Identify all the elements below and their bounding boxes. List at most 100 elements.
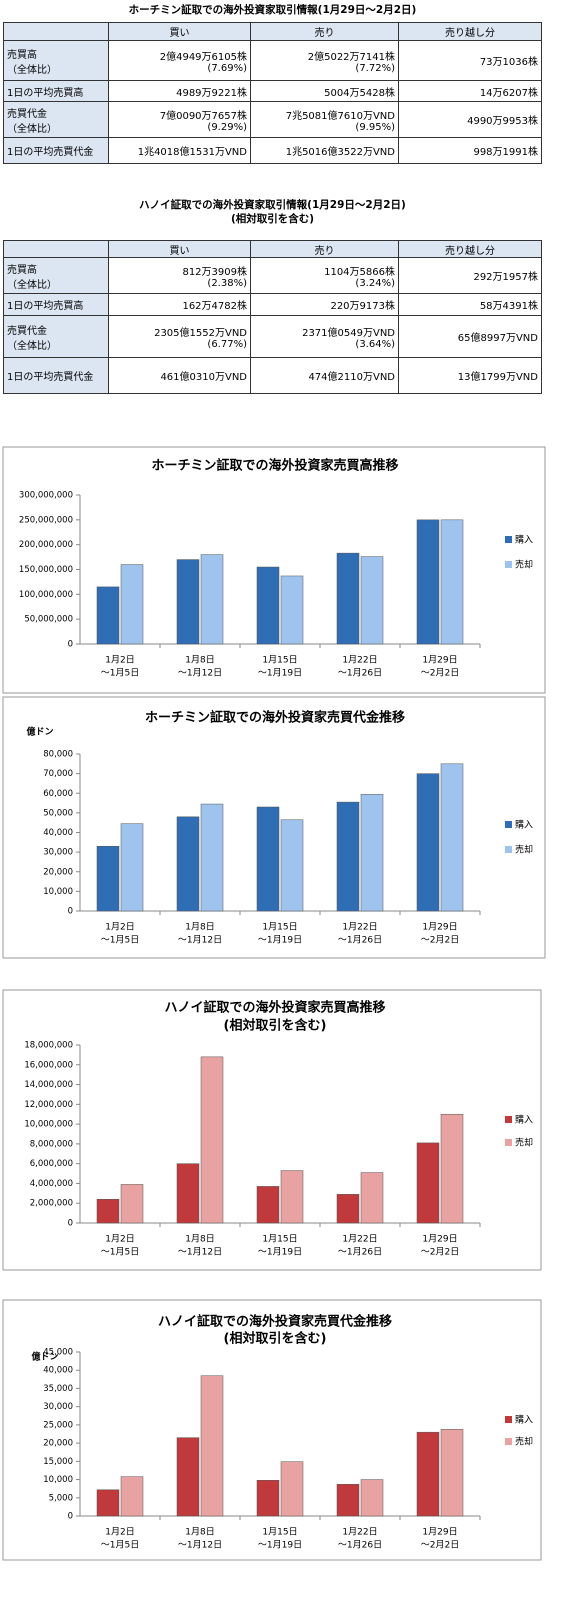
x-tick-label: 〜1月26日 — [338, 668, 382, 679]
x-tick-label: 1月29日 — [422, 1527, 457, 1538]
cell-line: (9.29%) — [207, 121, 247, 133]
bar — [96, 1199, 120, 1224]
x-tick-label: 1月2日 — [105, 1234, 134, 1245]
bar — [280, 1461, 304, 1517]
cell-line: 7億0090万7657株 — [159, 110, 247, 122]
table-cell: 7億0090万7657株 (9.29%) — [108, 101, 251, 138]
table-cell: 1104万5866株 (3.24%) — [250, 257, 399, 294]
bar — [120, 1184, 144, 1224]
legend-label: 購入 — [515, 1114, 533, 1126]
table-cell: 2億4949万6105株 (7.69%) — [108, 40, 251, 81]
x-tick-label: 〜1月12日 — [178, 668, 222, 679]
bar — [200, 1375, 224, 1517]
row-label: 売買代金 （全体比） — [3, 101, 109, 138]
chart-subtitle: (相対取引を含む) — [224, 1331, 327, 1347]
header-cell: 買い — [108, 240, 251, 258]
data-table: 買い 売り 売り越し分 売買高 （全体比） 812万3909株 (2.38%) 1104万58… — [3, 240, 542, 394]
table-row: 売買代金 （全体比） 7億0090万7657株 (9.29%) 7兆5081億7610万… — [3, 101, 542, 138]
y-tick-label: 8,000,000 — [30, 1139, 73, 1149]
bar — [120, 823, 144, 912]
bar — [176, 1163, 200, 1224]
legend-label: 売却 — [515, 559, 533, 571]
table-row: 1日の平均売買代金 1兆4018億1531万VND 1兆5016億3522万VND 9… — [3, 137, 542, 164]
x-tick-label: 1月8日 — [185, 1234, 214, 1245]
header-row: 買い 売り 売り越し分 — [3, 22, 542, 41]
row-label-line: 売買高 — [7, 264, 37, 276]
y-tick-label: 25,000 — [43, 1420, 73, 1430]
table-row: 1日の平均売買高 162万4782株 220万9173株 58万4391株 — [3, 293, 542, 316]
cell-line: 162万4782株 — [182, 301, 247, 312]
row-label-line: 1日の平均売買代金 — [7, 372, 94, 383]
chart-title: ホーチミン証取での海外投資家売買代金推移 — [145, 710, 405, 726]
y-tick-label: 0 — [68, 640, 73, 650]
cell-line: 2305億1552万VND — [154, 327, 247, 339]
chart-title: ハノイ証取での海外投資家売買高推移 — [164, 1000, 385, 1016]
legend-swatch — [505, 1416, 512, 1423]
bar — [200, 554, 224, 645]
x-tick-label: 〜1月5日 — [101, 1247, 139, 1258]
header-cell: 売り越し分 — [398, 22, 542, 41]
row-label-line: 売買代金 — [7, 325, 47, 337]
table-cell: 292万1957株 — [398, 257, 542, 294]
bar — [440, 763, 464, 912]
cell-line: 73万1036株 — [479, 57, 538, 68]
bar — [256, 1186, 280, 1224]
y-tick-label: 30,000 — [43, 1402, 73, 1412]
bar — [96, 586, 120, 645]
table-title: ホーチミン証取での海外投資家取引情報(1月29日〜2月2日) — [128, 4, 417, 16]
bar — [416, 519, 440, 645]
table-cell: 474億2110万VND — [250, 357, 399, 394]
y-tick-label: 60,000 — [43, 789, 73, 799]
legend-swatch — [505, 1438, 512, 1445]
bar — [416, 1431, 440, 1517]
row-label-line: 売買高 — [7, 49, 37, 61]
y-tick-label: 20,000 — [43, 1439, 73, 1449]
cell-line: (7.69%) — [207, 62, 247, 74]
row-label-line: （全体比） — [7, 123, 57, 135]
cell-line: 812万3909株 — [182, 266, 247, 278]
bar — [336, 801, 360, 912]
row-label-line: （全体比） — [7, 279, 57, 291]
cell-line: (3.64%) — [355, 338, 395, 350]
legend-swatch — [505, 846, 512, 853]
header-cell: 売り — [250, 22, 399, 41]
x-tick-label: 1月8日 — [185, 655, 214, 666]
x-tick-label: 1月29日 — [422, 655, 457, 666]
data-table: 買い 売り 売り越し分売買高 （全体比） 2億4949万6105株 (7.69%) 2億50… — [3, 22, 542, 164]
row-label: 1日の平均売買高 — [3, 293, 109, 316]
y-tick-label: 10,000,000 — [24, 1120, 73, 1130]
bar — [256, 806, 280, 912]
x-tick-label: 1月15日 — [262, 1527, 297, 1538]
bar — [280, 819, 304, 912]
y-axis-label: 億ドン — [31, 1351, 58, 1363]
y-tick-label: 50,000 — [43, 808, 73, 818]
corner-cell — [3, 240, 109, 258]
header-cell: 売り — [250, 240, 399, 258]
cell-line: 2億5022万7141株 — [307, 51, 395, 63]
bar — [416, 1142, 440, 1224]
cell-line: 4990万9953株 — [467, 116, 538, 127]
legend-label: 売却 — [515, 844, 533, 856]
y-tick-label: 200,000,000 — [19, 540, 73, 550]
bar — [336, 1484, 360, 1517]
x-tick-label: 1月2日 — [105, 922, 134, 933]
cell-line: 1104万5866株 — [324, 266, 395, 278]
bar — [176, 1437, 200, 1517]
x-tick-label: 1月22日 — [342, 1234, 377, 1245]
row-label-line: 1日の平均売買高 — [7, 87, 84, 99]
legend-label: 売却 — [515, 1436, 533, 1448]
y-tick-label: 14,000,000 — [24, 1080, 73, 1090]
bar — [440, 1429, 464, 1517]
x-tick-label: 〜1月5日 — [101, 935, 139, 946]
x-tick-label: 〜2月2日 — [421, 935, 459, 946]
x-tick-label: 1月29日 — [422, 922, 457, 933]
x-tick-label: 〜1月19日 — [258, 1540, 302, 1551]
legend-swatch — [505, 1116, 512, 1123]
legend-label: 売却 — [515, 1137, 533, 1149]
y-tick-label: 100,000,000 — [19, 590, 73, 600]
row-label-line: （全体比） — [7, 340, 57, 352]
cell-line: (6.77%) — [207, 338, 247, 350]
y-axis-label: 億ドン — [26, 726, 53, 738]
x-tick-label: 〜1月5日 — [101, 1540, 139, 1551]
y-tick-label: 12,000,000 — [24, 1100, 73, 1110]
